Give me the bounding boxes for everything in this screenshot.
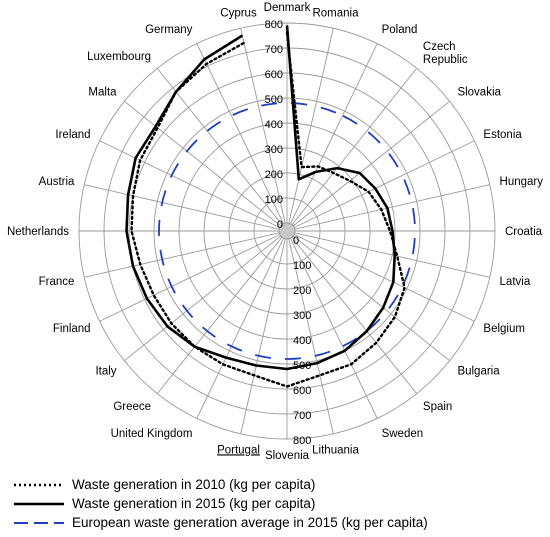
tick-label-up: 100 [265, 194, 283, 206]
legend-label-eu-average: European waste generation average in 201… [72, 515, 428, 530]
category-label-united-kingdom: United Kingdom [111, 428, 193, 440]
tick-label-up: 0 [277, 219, 283, 231]
category-label-latvia: Latvia [500, 276, 531, 288]
grid-spoke [124, 100, 282, 227]
tick-label-up: 200 [265, 169, 283, 181]
tick-label-up: 400 [265, 119, 283, 131]
category-label-spain: Spain [423, 401, 452, 413]
tick-label-down: 0 [293, 235, 299, 247]
category-label-germany: Germany [145, 24, 193, 36]
category-label-austria: Austria [39, 176, 75, 188]
category-label-hungary: Hungary [500, 176, 544, 188]
category-label-bulgaria: Bulgaria [457, 366, 500, 378]
category-label-lithuania: Lithuania [312, 444, 359, 456]
tick-label-down: 400 [293, 335, 311, 347]
legend-item-2015: Waste generation in 2015 (kg per capita) [14, 494, 428, 513]
legend-item-2010: Waste generation in 2010 (kg per capita) [14, 475, 428, 494]
grid-spoke [84, 184, 280, 230]
category-label-denmark: Denmark [264, 2, 311, 14]
category-label-luxembourg: Luxembourg [87, 51, 151, 63]
category-label-romania: Romania [312, 8, 359, 20]
grid-spoke [84, 232, 280, 278]
category-label-malta: Malta [88, 86, 117, 98]
category-label-finland: Finland [53, 323, 91, 335]
category-label-slovenia: Slovenia [265, 450, 310, 462]
series-2010 [130, 31, 406, 388]
radar-chart: 0010010020020030030040040050050060060070… [7, 2, 543, 462]
dotted-line-swatch [14, 480, 66, 490]
tick-label-up: 500 [265, 94, 283, 106]
category-label-czech-republic: Czech Republic [423, 41, 468, 66]
tick-label-down: 300 [293, 310, 311, 322]
series-2015 [125, 25, 397, 371]
legend-label-2015: Waste generation in 2015 (kg per capita) [72, 496, 316, 511]
grid-spoke [294, 234, 475, 322]
legend: Waste generation in 2010 (kg per capita)… [14, 475, 428, 532]
grid-spoke [240, 28, 286, 224]
tick-label-up: 700 [265, 44, 283, 56]
category-label-poland: Poland [382, 24, 418, 36]
grid-spoke [196, 43, 284, 224]
grid-spoke [294, 184, 490, 230]
grid-spoke [99, 140, 280, 228]
grid-spoke [292, 235, 450, 362]
grid-spoke [291, 68, 418, 226]
tick-label-down: 200 [293, 285, 311, 297]
category-label-greece: Greece [113, 401, 151, 413]
spiral-axis-ticks: 0010010020020030030040040050050060060070… [265, 19, 312, 447]
tick-label-up: 800 [265, 19, 283, 31]
tick-label-down: 700 [293, 410, 311, 422]
grid-spoke [288, 28, 334, 224]
category-label-ireland: Ireland [55, 129, 90, 141]
category-label-sweden: Sweden [382, 428, 424, 440]
grid-spoke [290, 43, 378, 224]
category-labels: Denmark Romania Poland Czech Republic Slovaki… [7, 2, 543, 462]
grid-spoke [99, 234, 280, 322]
grid-spoke [291, 236, 418, 394]
solid-line-swatch [14, 499, 66, 509]
tick-label-down: 800 [293, 435, 311, 447]
grid-spoke [292, 100, 450, 227]
tick-label-down: 100 [293, 260, 311, 272]
legend-item-eu-average: European waste generation average in 201… [14, 513, 428, 532]
chart-grid [78, 22, 496, 440]
tick-label-up: 300 [265, 144, 283, 156]
category-label-belgium: Belgium [483, 323, 525, 335]
grid-spoke [288, 238, 334, 434]
category-label-italy: Italy [95, 366, 116, 378]
series-eu-average [158, 102, 416, 360]
legend-label-2010: Waste generation in 2010 (kg per capita) [72, 477, 316, 492]
grid-spoke [156, 68, 283, 226]
category-label-netherlands: Netherlands [7, 226, 69, 238]
grid-spoke [294, 140, 475, 228]
series-layer [125, 25, 416, 388]
tick-label-down: 600 [293, 385, 311, 397]
grid-spoke [290, 238, 378, 419]
category-label-portugal: Portugal [217, 444, 260, 456]
grid-spoke [156, 236, 283, 394]
category-label-estonia: Estonia [483, 129, 522, 141]
category-label-france: France [39, 276, 75, 288]
category-label-slovakia: Slovakia [457, 86, 501, 98]
tick-label-up: 600 [265, 69, 283, 81]
category-label-cyprus: Cyprus [220, 8, 257, 20]
category-label-croatia: Croatia [505, 226, 543, 238]
grid-spoke [240, 238, 286, 434]
grid-spoke [294, 232, 490, 278]
dashed-line-swatch [14, 518, 66, 528]
grid-spoke [124, 235, 282, 362]
grid-spoke [196, 238, 284, 419]
